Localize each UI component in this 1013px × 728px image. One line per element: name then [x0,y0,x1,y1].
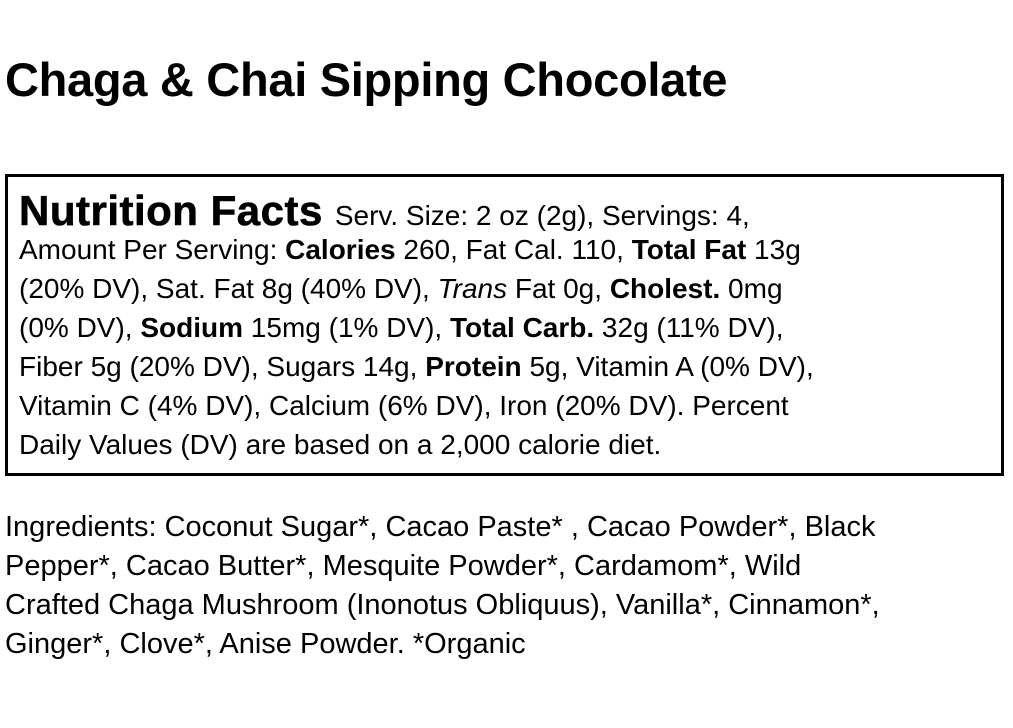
nutrition-line: Vitamin C (4% DV), Calcium (6% DV), Iron… [19,386,814,425]
nutrition-line: Fiber 5g (20% DV), Sugars 14g, Protein 5… [19,347,814,386]
nutrient-name: Cholest. [609,273,721,304]
nutrition-text: 5g, Vitamin A (0% DV), [521,351,814,382]
nutrition-facts-text: Nutrition Facts Serv. Size: 2 oz (2g), Se… [19,189,814,464]
nutrient-name: Sodium [140,312,244,343]
nutrition-text: Daily Values (DV) are based on a 2,000 c… [19,429,662,460]
ingredients-line: Pepper*, Cacao Butter*, Mesquite Powder*… [5,550,802,582]
product-title: Chaga & Chai Sipping Chocolate [5,53,728,106]
nutrition-line: Nutrition Facts Serv. Size: 2 oz (2g), Se… [19,189,814,232]
nutrient-name: Protein [425,351,522,382]
nutrition-text: Vitamin C (4% DV), Calcium (6% DV), Iron… [19,390,789,421]
nutrition-text: 260, Fat Cal. 110, [395,234,632,265]
ingredients-line: Crafted Chaga Mushroom (Inonotus Obliquu… [5,589,880,621]
nutrition-line: (0% DV), Sodium 15mg (1% DV), Total Carb… [19,308,814,347]
nutrition-text: Serv. Size: 2 oz (2g), Servings: 4, [334,200,750,231]
nutrient-name: Total Fat [631,234,747,265]
nutrition-line: (20% DV), Sat. Fat 8g (40% DV), Trans Fa… [19,269,814,308]
ingredients-line: Ingredients: Coconut Sugar*, Cacao Paste… [5,511,876,543]
nutrition-text: Amount Per Serving: [19,234,286,265]
nutrition-text: 0mg [720,273,783,304]
nutrition-text: 32g (11% DV), [594,312,784,343]
nutrition-facts-panel: Nutrition Facts Serv. Size: 2 oz (2g), Se… [5,174,1004,476]
ingredients-line: Ginger*, Clove*, Anise Powder. *Organic [5,628,526,660]
nutrient-name: Total Carb. [449,312,595,343]
ingredients-list: Ingredients: Coconut Sugar*, Cacao Paste… [5,508,880,664]
nutrition-line: Amount Per Serving: Calories 260, Fat Ca… [19,230,814,269]
nutrition-text: 15mg (1% DV), [243,312,450,343]
nutrition-text: Fiber 5g (20% DV), Sugars 14g, [19,351,426,382]
nutrition-text: (0% DV), [19,312,141,343]
nutrition-facts-heading: Nutrition Facts [19,187,323,234]
nutrition-line: Daily Values (DV) are based on a 2,000 c… [19,425,814,464]
nutrition-text: 13g [746,234,801,265]
nutrition-text: Trans [437,273,508,304]
nutrition-text: Fat 0g, [507,273,610,304]
nutrient-name: Calories [285,234,396,265]
nutrition-text: (20% DV), Sat. Fat 8g (40% DV), [19,273,438,304]
